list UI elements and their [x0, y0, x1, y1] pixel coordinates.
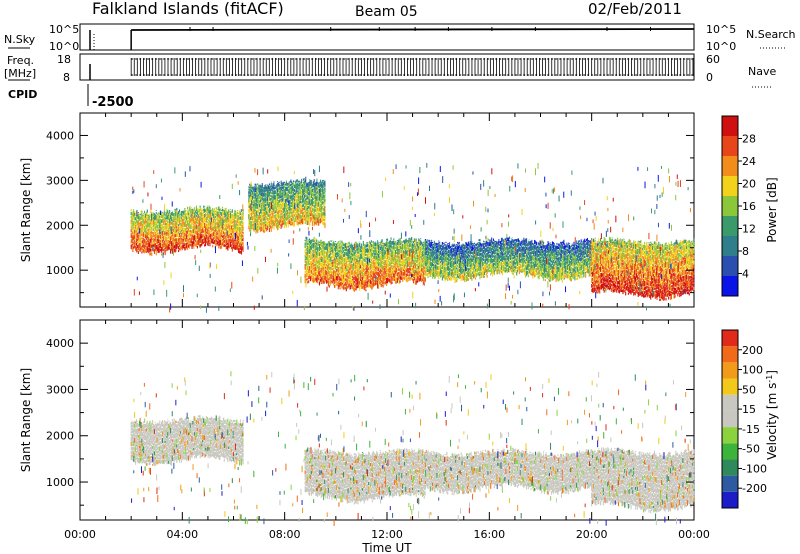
nave-tick-bottom: 0: [706, 71, 713, 84]
nsky-tick-bottom: 10^0: [49, 40, 79, 53]
nsky-trace-line: [131, 28, 695, 31]
nsky-tick-top: 10^5: [49, 23, 79, 36]
freq-label-line1: Freq.: [7, 54, 34, 67]
date-label: 02/Feb/2011: [588, 0, 682, 18]
freq-tick-bottom: 8: [63, 71, 70, 84]
nsearch-tick-top: 10^5: [706, 23, 736, 36]
nsearch-label: N.Search: [746, 28, 796, 41]
nsearch-tick-bottom: 10^0: [706, 40, 736, 53]
power-echoes: [130, 162, 695, 313]
freq-tick-top: 18: [57, 53, 71, 66]
nsky-trace: [89, 27, 695, 50]
nave-tick-top: 60: [706, 53, 720, 66]
cpid-value: -2500: [92, 95, 134, 110]
freq-trace: [89, 58, 694, 80]
beam-label: Beam 05: [355, 4, 418, 20]
nsky-strip-frame: [79, 23, 695, 51]
nsky-label: N.Sky: [4, 33, 36, 46]
cpid-label: CPID: [8, 88, 37, 101]
nave-label: Nave: [748, 65, 776, 78]
freq-strip-frame: [79, 53, 695, 81]
freq-label-line2: [MHz]: [4, 67, 36, 80]
station-title: Falkland Islands (fitACF): [92, 0, 284, 18]
